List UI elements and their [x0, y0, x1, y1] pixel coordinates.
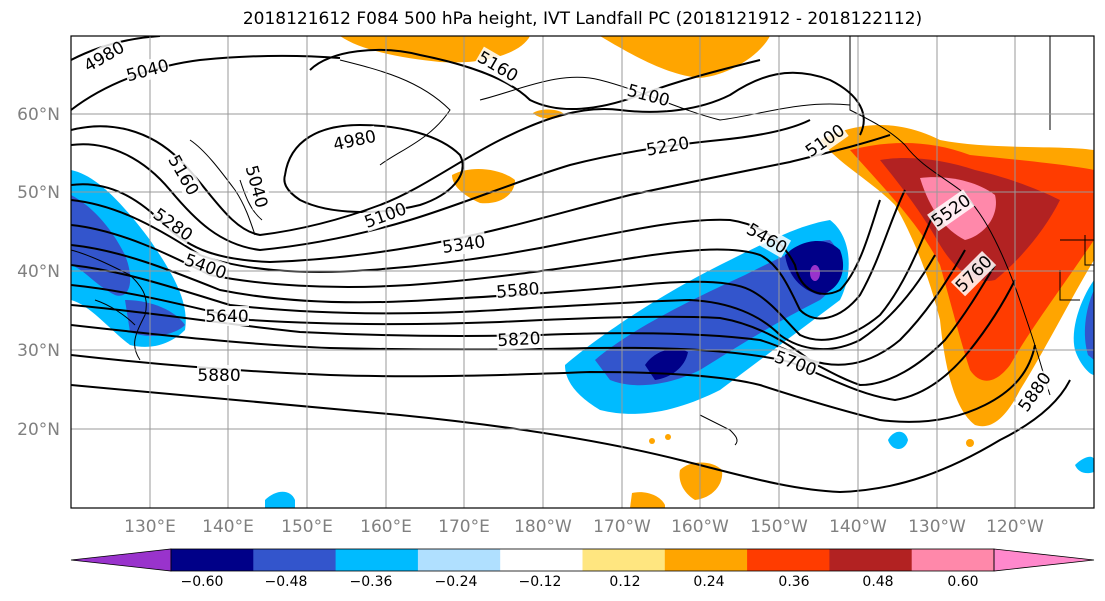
- lon-label: 120°W: [986, 517, 1044, 537]
- colorbar-swatch: [500, 549, 583, 571]
- colorbar: −0.60 −0.48 −0.36 −0.24 −0.12 0.12 0.24 …: [70, 548, 1095, 590]
- colorbar-extend-min: [70, 548, 172, 572]
- ivt-shading: 4980 5040 5160 5100 4980 5220 5100 5160 …: [71, 36, 1094, 508]
- graticule: [71, 36, 1094, 508]
- lon-label: 150°W: [750, 517, 808, 537]
- lat-label: 50°N: [17, 183, 60, 203]
- map-title: 2018121612 F084 500 hPa height, IVT Land…: [242, 9, 923, 29]
- colorbar-tick: −0.60: [181, 574, 224, 590]
- lat-label: 30°N: [17, 341, 60, 361]
- lat-label: 60°N: [17, 105, 60, 125]
- colorbar-tick: 0.12: [609, 574, 640, 590]
- colorbar-swatch: [747, 549, 830, 571]
- colorbar-swatch: [171, 549, 254, 571]
- coastlines: [71, 36, 1094, 446]
- lon-label: 160°E: [360, 517, 412, 537]
- lon-label: 140°E: [202, 517, 254, 537]
- colorbar-tick: −0.48: [265, 574, 308, 590]
- colorbar-swatch: [417, 549, 501, 571]
- colorbar-ticks: −0.60 −0.48 −0.36 −0.24 −0.12 0.12 0.24 …: [181, 574, 979, 590]
- colorbar-swatch: [253, 549, 337, 571]
- colorbar-swatch: [911, 549, 995, 571]
- contour-label: 5580: [495, 279, 540, 303]
- contour-label: 5880: [197, 366, 240, 386]
- lat-label: 40°N: [17, 262, 60, 282]
- lat-label: 20°N: [17, 420, 60, 440]
- contour-label: 5640: [205, 307, 248, 327]
- lon-label: 170°E: [438, 517, 490, 537]
- map-frame: [70, 35, 1095, 509]
- colorbar-tick: 0.24: [693, 574, 724, 590]
- lon-label: 160°W: [671, 517, 729, 537]
- colorbar-swatch: [664, 549, 748, 571]
- colorbar-tick: −0.24: [435, 574, 478, 590]
- negative-ivt-region-east: [265, 280, 1094, 508]
- contour-label: 5820: [497, 329, 541, 351]
- longitude-labels: 130°E 140°E 150°E 160°E 170°E 180°W 170°…: [124, 517, 1044, 537]
- lon-label: 140°W: [829, 517, 887, 537]
- colorbar-extend-max: [993, 548, 1095, 572]
- colorbar-tick: −0.12: [519, 574, 562, 590]
- lon-label: 180°W: [514, 517, 572, 537]
- lon-label: 130°W: [908, 517, 966, 537]
- colorbar-tick: 0.60: [947, 574, 978, 590]
- colorbar-swatch: [829, 549, 913, 571]
- positive-ivt-region-south: [630, 434, 974, 508]
- latitude-labels: 60°N 50°N 40°N 30°N 20°N: [17, 105, 60, 440]
- colorbar-frame: [170, 548, 995, 572]
- colorbar-tick: 0.36: [778, 574, 809, 590]
- colorbar-swatch: [335, 549, 419, 571]
- colorbar-swatches: [70, 548, 1095, 572]
- lon-label: 150°E: [281, 517, 333, 537]
- colorbar-swatch: [582, 549, 666, 571]
- colorbar-tick: 0.48: [862, 574, 893, 590]
- colorbar-tick: −0.36: [350, 574, 393, 590]
- lon-label: 130°E: [124, 517, 176, 537]
- lon-label: 170°W: [593, 517, 651, 537]
